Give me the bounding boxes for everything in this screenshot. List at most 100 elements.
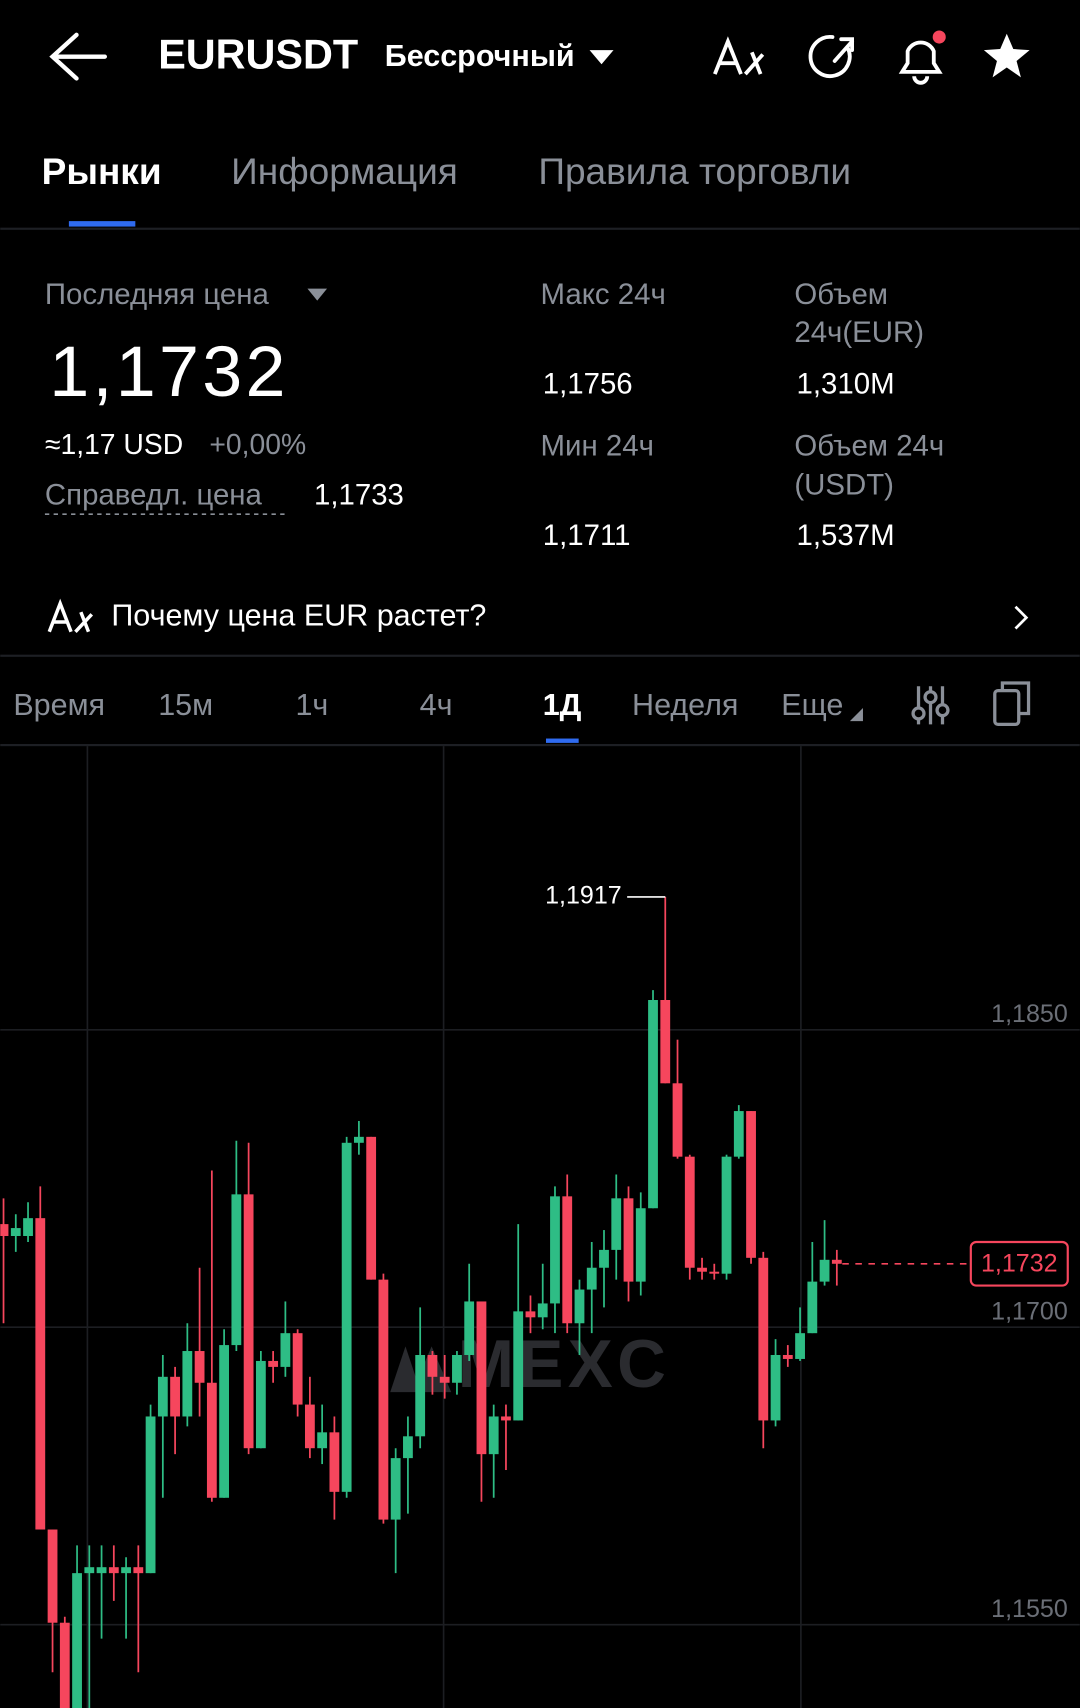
vertical-grid — [86, 746, 802, 1708]
chevron[interactable] — [1014, 605, 1029, 630]
candle-body — [427, 1354, 438, 1377]
candle-body — [329, 1432, 340, 1492]
candle-body — [268, 1360, 279, 1367]
volume-label: Объем 24ч — [794, 429, 944, 462]
tab[interactable]: Информация — [231, 150, 458, 192]
candle-body — [599, 1249, 609, 1268]
candle-body — [35, 1218, 46, 1530]
candle-body — [23, 1218, 33, 1237]
layout-icon[interactable] — [993, 681, 1031, 727]
candle-body — [292, 1333, 303, 1405]
watermark: MEXC — [458, 1327, 670, 1402]
notification-icon[interactable] — [898, 40, 943, 85]
low-label: Мин 24ч — [541, 429, 654, 462]
back-button[interactable] — [49, 32, 108, 81]
timeframe[interactable]: Время — [13, 688, 105, 722]
candle-body — [586, 1267, 597, 1290]
candle-body — [672, 1083, 683, 1157]
candle-body — [574, 1289, 585, 1324]
candle-body — [366, 1136, 377, 1280]
fair-price-label[interactable]: Справедл. цена — [45, 478, 263, 511]
indicator-settings-icon[interactable] — [911, 686, 950, 725]
candle-body — [464, 1301, 475, 1355]
candle-body — [501, 1416, 511, 1421]
candle-body — [59, 1622, 70, 1708]
dropdown-arrow[interactable] — [307, 288, 328, 301]
divider — [0, 654, 1080, 657]
candle-body — [721, 1156, 732, 1274]
tab-indicator — [68, 221, 136, 227]
ai-icon[interactable] — [713, 36, 765, 76]
volume-label: (USDT) — [794, 469, 894, 502]
candle-body — [182, 1351, 193, 1417]
candle-body — [170, 1376, 180, 1417]
timeframe[interactable]: Неделя — [632, 688, 738, 722]
candle-body — [243, 1194, 254, 1449]
last-price-label: 1,1732 — [981, 1249, 1058, 1277]
candle-body — [623, 1198, 634, 1282]
candle-body — [537, 1303, 548, 1318]
price-change: +0,00% — [209, 429, 306, 461]
volume-label: 24ч(EUR) — [794, 316, 924, 349]
candle-body — [403, 1436, 413, 1459]
candle-body — [831, 1259, 842, 1264]
candle-body — [133, 1567, 144, 1574]
candle-body — [47, 1529, 58, 1623]
candle-body — [782, 1354, 793, 1359]
candle-body — [476, 1301, 487, 1455]
volume-label: Объем — [794, 278, 888, 311]
y-tick-label: 1,1550 — [991, 1595, 1068, 1623]
contract-type[interactable]: Бессрочный — [385, 39, 575, 73]
candle-body — [255, 1360, 266, 1449]
candle-body — [819, 1259, 830, 1282]
candle-body — [157, 1376, 168, 1417]
candle-body — [525, 1311, 536, 1318]
timeframe[interactable]: Еще — [781, 688, 843, 722]
last-price-box — [969, 1240, 1069, 1287]
candle-body — [648, 1000, 658, 1209]
candle-body — [452, 1354, 462, 1383]
candle-body — [488, 1416, 499, 1455]
candle-body — [84, 1567, 95, 1574]
candle-body — [304, 1404, 315, 1449]
timeframe[interactable]: 1Д — [543, 688, 582, 722]
tab[interactable]: Рынки — [42, 150, 162, 192]
ai-banner[interactable]: Почему цена EUR растет? — [111, 599, 486, 633]
candle-body — [758, 1257, 769, 1421]
timeframe[interactable]: 1ч — [295, 688, 328, 722]
candle-body — [770, 1354, 781, 1421]
notification-dot — [932, 30, 946, 44]
divider — [0, 743, 1080, 747]
candle-body — [439, 1376, 450, 1383]
last-price-label[interactable]: Последняя цена — [45, 278, 270, 311]
divider — [0, 227, 1080, 230]
candle-body — [145, 1416, 156, 1574]
timeframe[interactable]: 4ч — [420, 688, 453, 722]
candle-body — [697, 1267, 707, 1272]
last-price: 1,1732 — [49, 332, 288, 412]
candle-body — [219, 1345, 230, 1498]
timeframe-indicator — [545, 738, 579, 743]
candle-body — [10, 1228, 21, 1237]
candle-body — [317, 1432, 328, 1449]
approx-price: ≈1,17 USD — [45, 429, 183, 461]
candle-body — [121, 1567, 131, 1574]
favorite-icon[interactable] — [983, 33, 1030, 78]
candle-body — [807, 1281, 818, 1334]
candle-body — [733, 1111, 744, 1157]
y-tick-label: 1,1700 — [991, 1298, 1068, 1326]
volume-value: 1,310M — [797, 367, 895, 400]
share-icon[interactable] — [808, 35, 854, 79]
candle-body — [390, 1458, 401, 1520]
y-tick-label: 1,1850 — [991, 1000, 1068, 1028]
candle-body — [280, 1333, 291, 1367]
candle-body — [341, 1142, 352, 1492]
high-value: 1,1756 — [543, 367, 633, 400]
ai-icon — [47, 598, 94, 633]
symbol-title[interactable]: EURUSDT — [158, 32, 358, 78]
high-label: Макс 24ч — [541, 278, 666, 311]
tab[interactable]: Правила торговли — [538, 150, 851, 192]
high-label: 1,1917 — [545, 882, 622, 910]
dropdown-arrow[interactable] — [589, 50, 614, 65]
timeframe[interactable]: 15м — [158, 688, 213, 722]
